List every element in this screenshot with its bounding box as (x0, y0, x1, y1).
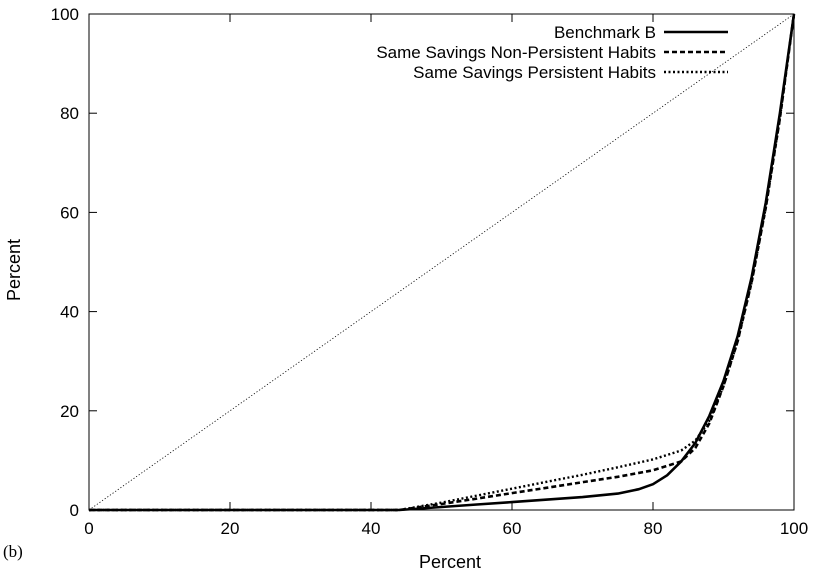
reference-layer (88, 13, 795, 511)
y-tick-label: 20 (60, 402, 79, 421)
y-tick-label: 40 (60, 303, 79, 322)
tick-layer: 0 20 40 60 80 100 0 20 40 60 80 100 (51, 5, 809, 538)
y-tick-label: 80 (60, 104, 79, 123)
x-tick-label: 100 (780, 519, 808, 538)
legend-label-2: Same Savings Non-Persistent Habits (376, 43, 656, 62)
x-tick-label: 0 (84, 519, 93, 538)
panel-label: (b) (3, 542, 23, 561)
x-tick-label: 40 (362, 519, 381, 538)
legend-label-3: Same Savings Persistent Habits (413, 63, 656, 82)
x-axis-label: Percent (419, 552, 481, 572)
x-tick-label: 60 (503, 519, 522, 538)
series-line-2 (89, 13, 796, 512)
y-tick-label: 100 (51, 5, 79, 24)
plot-frame (88, 13, 795, 511)
y-tick-label: 0 (70, 501, 79, 520)
legend-label-1: Benchmark B (554, 23, 656, 42)
y-axis-label: Percent (4, 239, 24, 301)
series-layer (89, 13, 796, 512)
x-tick-label: 80 (644, 519, 663, 538)
y-tick-label: 60 (60, 203, 79, 222)
equality-line (88, 13, 795, 511)
x-tick-label: 20 (221, 519, 240, 538)
